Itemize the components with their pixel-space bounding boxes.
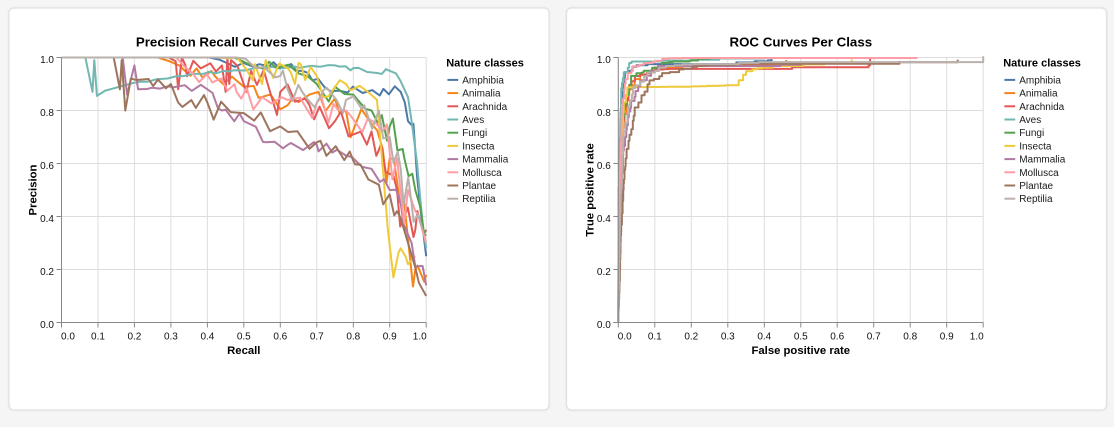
svg-text:Animalia: Animalia (462, 89, 501, 100)
svg-text:0.5: 0.5 (794, 332, 808, 343)
svg-text:Arachnida: Arachnida (462, 102, 507, 113)
svg-text:False positive rate: False positive rate (752, 345, 851, 357)
svg-text:0.3: 0.3 (164, 332, 178, 343)
svg-text:Recall: Recall (227, 345, 260, 357)
svg-text:0.8: 0.8 (40, 108, 54, 119)
svg-text:1.0: 1.0 (40, 55, 54, 66)
svg-text:0.0: 0.0 (61, 332, 75, 343)
svg-text:Nature classes: Nature classes (1003, 58, 1081, 70)
svg-text:0.3: 0.3 (721, 332, 735, 343)
svg-text:Mollusca: Mollusca (462, 168, 502, 179)
svg-text:0.9: 0.9 (940, 332, 954, 343)
svg-text:Reptilia: Reptilia (1019, 194, 1053, 205)
svg-text:0.4: 0.4 (40, 214, 54, 225)
svg-text:Insecta: Insecta (1019, 141, 1052, 152)
svg-text:0.6: 0.6 (273, 332, 287, 343)
svg-text:0.8: 0.8 (903, 332, 917, 343)
svg-text:Amphibia: Amphibia (462, 75, 504, 86)
svg-text:0.7: 0.7 (867, 332, 881, 343)
svg-text:0.4: 0.4 (597, 214, 611, 225)
svg-text:0.2: 0.2 (597, 267, 611, 278)
svg-text:Plantae: Plantae (1019, 181, 1053, 192)
svg-text:0.0: 0.0 (618, 332, 632, 343)
svg-text:Aves: Aves (1019, 115, 1041, 126)
svg-text:0.2: 0.2 (127, 332, 141, 343)
svg-text:Arachnida: Arachnida (1019, 102, 1064, 113)
svg-text:0.0: 0.0 (40, 320, 54, 331)
svg-text:0.4: 0.4 (200, 332, 214, 343)
svg-text:Precision: Precision (28, 164, 40, 215)
svg-text:Nature classes: Nature classes (446, 58, 524, 70)
svg-text:1.0: 1.0 (970, 332, 984, 343)
svg-text:Amphibia: Amphibia (1019, 75, 1061, 86)
svg-text:ROC Curves Per Class: ROC Curves Per Class (729, 35, 872, 50)
svg-text:1.0: 1.0 (597, 55, 611, 66)
svg-text:0.1: 0.1 (648, 332, 662, 343)
svg-text:0.8: 0.8 (346, 332, 360, 343)
svg-text:Fungi: Fungi (462, 128, 487, 139)
svg-text:0.2: 0.2 (684, 332, 698, 343)
svg-text:Fungi: Fungi (1019, 128, 1044, 139)
svg-text:Animalia: Animalia (1019, 89, 1058, 100)
svg-text:True positive rate: True positive rate (584, 143, 596, 237)
svg-text:Insecta: Insecta (462, 141, 495, 152)
svg-text:0.7: 0.7 (310, 332, 324, 343)
svg-text:Plantae: Plantae (462, 181, 496, 192)
svg-text:0.9: 0.9 (383, 332, 397, 343)
svg-text:0.4: 0.4 (757, 332, 771, 343)
svg-text:0.2: 0.2 (40, 267, 54, 278)
svg-text:0.6: 0.6 (40, 161, 54, 172)
svg-text:0.8: 0.8 (597, 108, 611, 119)
svg-text:Precision Recall Curves Per Cl: Precision Recall Curves Per Class (136, 35, 352, 50)
svg-text:Mammalia: Mammalia (1019, 155, 1066, 166)
svg-text:0.0: 0.0 (597, 320, 611, 331)
svg-text:Mollusca: Mollusca (1019, 168, 1059, 179)
svg-text:Mammalia: Mammalia (462, 155, 509, 166)
svg-text:0.1: 0.1 (91, 332, 105, 343)
svg-text:Aves: Aves (462, 115, 484, 126)
svg-text:1.0: 1.0 (413, 332, 427, 343)
svg-text:0.6: 0.6 (597, 161, 611, 172)
svg-text:0.6: 0.6 (830, 332, 844, 343)
svg-text:0.5: 0.5 (237, 332, 251, 343)
svg-text:Reptilia: Reptilia (462, 194, 496, 205)
